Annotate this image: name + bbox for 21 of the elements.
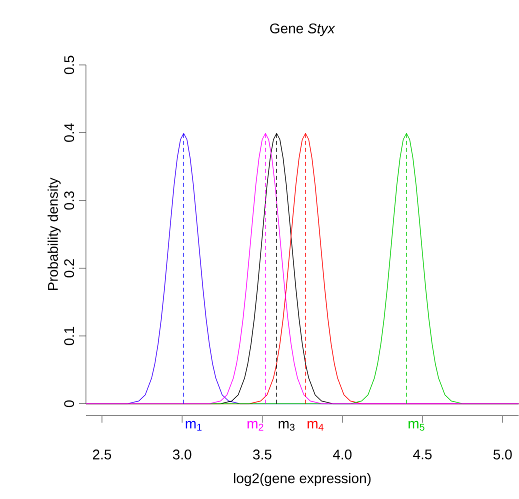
ref-line-label: m$_{3}$ <box>278 421 295 431</box>
ref-line-label: m$_{5}$ <box>408 421 424 431</box>
ref-line-label: m$_{4}$ <box>308 421 324 431</box>
y-tick-label: 0.2 <box>64 259 74 278</box>
ref-line-label: m$_{2}$ <box>248 421 264 431</box>
x-tick-label: 5.0 <box>493 450 512 460</box>
x-tick-label: 4.5 <box>413 450 432 460</box>
y-tick-label: 0 <box>64 400 74 408</box>
x-tick-label: 3.5 <box>253 450 272 460</box>
y-axis-title: Probability density <box>48 178 61 290</box>
y-tick-label: 0.4 <box>64 124 74 142</box>
x-tick-label: 4.0 <box>332 450 352 460</box>
chart-title: Gene Styx <box>270 24 336 36</box>
x-tick-label: 3.0 <box>172 450 192 460</box>
y-tick-label: 0.3 <box>64 192 74 210</box>
ref-line-label: m$_{1}$ <box>186 421 202 431</box>
line-series <box>86 133 519 404</box>
y-tick-label: 0.5 <box>64 56 74 74</box>
x-axis-title: log2(gene expression) <box>234 473 371 486</box>
x-tick-label: 2.5 <box>92 450 112 460</box>
y-tick-label: 0.1 <box>64 327 74 346</box>
